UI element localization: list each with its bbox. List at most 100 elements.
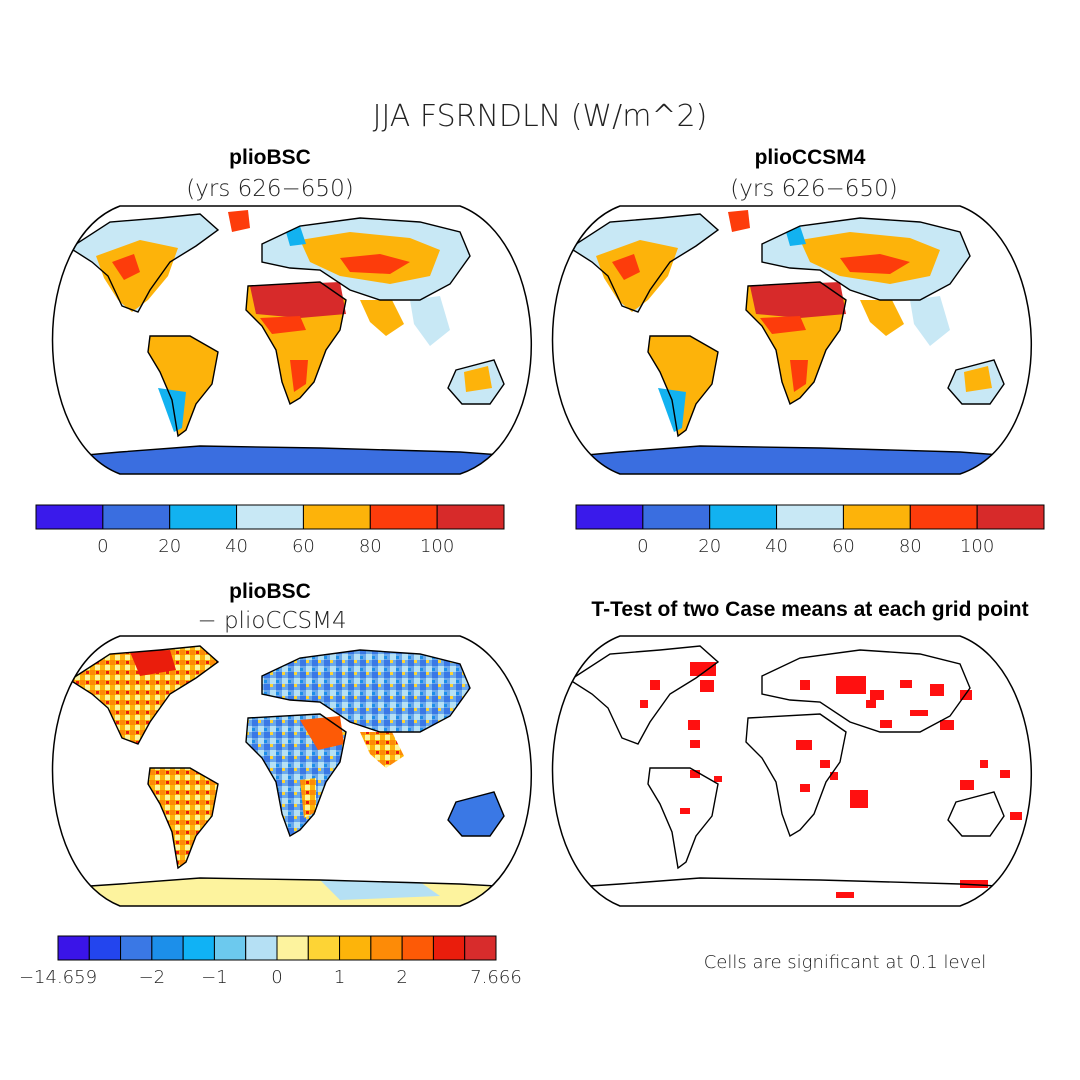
significant-cell <box>690 740 700 748</box>
panel-title: plioCCSM4 <box>755 146 866 169</box>
colorbar-tick-label: −1 <box>201 967 228 988</box>
significant-cell <box>700 680 714 692</box>
colorbar-swatch <box>464 935 497 961</box>
significant-cell <box>800 784 810 792</box>
map-field <box>52 636 532 906</box>
significant-cell <box>850 790 868 808</box>
colorbar-swatch <box>120 935 153 961</box>
colorbar-swatch <box>432 935 466 961</box>
colorbar-top-left: 0 20 40 60 80 100 <box>35 504 505 557</box>
significant-cells <box>640 662 1022 898</box>
colorbar-tick-label: 60 <box>832 536 855 557</box>
colorbar-tick-label: 7.666 <box>470 967 522 988</box>
colorbar-tick-label: −14.659 <box>19 967 97 988</box>
colorbar-swatch <box>151 935 184 961</box>
significant-cell <box>960 880 988 888</box>
panel-subtitle: (yrs 626−650) <box>730 176 897 202</box>
colorbar-swatch <box>842 504 911 530</box>
significant-cell <box>830 772 838 780</box>
colorbar-swatch <box>909 504 978 530</box>
colorbar-tick-label: −2 <box>139 967 166 988</box>
significant-cell <box>688 720 700 730</box>
panel-top-left: plioBSC (yrs 626−650) <box>51 146 533 475</box>
significant-cell <box>930 684 944 696</box>
significant-cell <box>870 690 884 700</box>
colorbar-top-right: 0 20 40 60 80 100 <box>575 504 1045 557</box>
panel-top-right: plioCCSM4 (yrs 626−650) <box>551 146 1033 475</box>
colorbar-swatch <box>182 935 215 961</box>
colorbar-tick-label: 0 <box>97 536 108 557</box>
significant-cell <box>1000 770 1010 778</box>
colorbar-swatch <box>35 504 104 530</box>
colorbar-difference: −14.659 −2 −1 0 1 2 7.666 <box>19 935 522 988</box>
colorbar-swatch <box>88 935 122 961</box>
significant-cell <box>680 808 690 814</box>
significant-cell <box>960 780 974 790</box>
map-field <box>552 206 1032 474</box>
colorbar-swatch <box>169 504 238 530</box>
map-outline <box>551 635 1033 907</box>
colorbar-tick-label: 0 <box>637 536 648 557</box>
panel-title: T-Test of two Case means at each grid po… <box>591 598 1028 621</box>
colorbar-tick-label: 1 <box>334 967 345 988</box>
panel-bottom-left: plioBSC − plioCCSM4 <box>51 580 533 907</box>
colorbar-swatch <box>369 504 438 530</box>
panel-title: plioBSC <box>229 146 311 169</box>
significant-cell <box>960 690 972 700</box>
colorbar-swatch <box>776 504 844 530</box>
significant-cell <box>714 776 722 782</box>
significant-cell <box>800 680 810 690</box>
colorbar-tick-label: 100 <box>420 536 454 557</box>
colorbar-tick-label: 20 <box>698 536 721 557</box>
colorbar-tick-label: 2 <box>396 967 407 988</box>
panel-bottom-right: T-Test of two Case means at each grid po… <box>551 598 1033 973</box>
colorbar-tick-label: 40 <box>765 536 788 557</box>
significant-cell <box>690 662 716 676</box>
significant-cell <box>1010 812 1022 820</box>
map-field <box>52 206 532 474</box>
colorbar-swatch <box>276 935 309 961</box>
map-field <box>552 636 1032 906</box>
significance-note: Cells are significant at 0.1 level <box>704 952 987 973</box>
significant-cell <box>910 710 928 716</box>
significant-cell <box>690 770 700 778</box>
colorbar-swatch <box>436 504 505 530</box>
colorbar-swatch <box>339 935 372 961</box>
panel-subtitle: (yrs 626−650) <box>186 176 353 202</box>
colorbar-swatch <box>102 504 171 530</box>
colorbar-tick-label: 80 <box>359 536 382 557</box>
colorbar-tick-label: 20 <box>158 536 181 557</box>
colorbar-swatch <box>213 935 247 961</box>
panel-subtitle: − plioCCSM4 <box>197 608 346 634</box>
significant-cell <box>866 700 876 708</box>
colorbar-swatch <box>976 504 1045 530</box>
colorbar-swatch <box>642 504 711 530</box>
colorbar-swatch <box>401 935 434 961</box>
colorbar-tick-label: 60 <box>292 536 315 557</box>
significant-cell <box>836 676 866 694</box>
significant-cell <box>640 700 648 708</box>
colorbar-swatch <box>307 935 341 961</box>
map-outline <box>51 635 533 907</box>
significant-cell <box>940 720 954 730</box>
significant-cell <box>796 740 812 750</box>
colorbar-swatch <box>245 935 278 961</box>
colorbar-tick-label: 80 <box>899 536 922 557</box>
significant-cell <box>880 720 892 728</box>
significant-cell <box>650 680 660 690</box>
colorbar-tick-label: 0 <box>271 967 282 988</box>
significant-cell <box>836 892 854 898</box>
colorbar-swatch <box>370 935 403 961</box>
significant-cell <box>980 760 988 768</box>
colorbar-swatch <box>709 504 778 530</box>
significant-cell <box>820 760 830 768</box>
significant-cell <box>900 680 912 688</box>
colorbar-swatch <box>575 504 644 530</box>
colorbar-tick-label: 100 <box>960 536 994 557</box>
colorbar-tick-label: 40 <box>225 536 248 557</box>
colorbar-swatch <box>57 935 90 961</box>
map-outline <box>551 205 1033 475</box>
panel-title: plioBSC <box>229 580 311 603</box>
main-title: JJA FSRNDLN (W/m^2) <box>373 99 708 134</box>
